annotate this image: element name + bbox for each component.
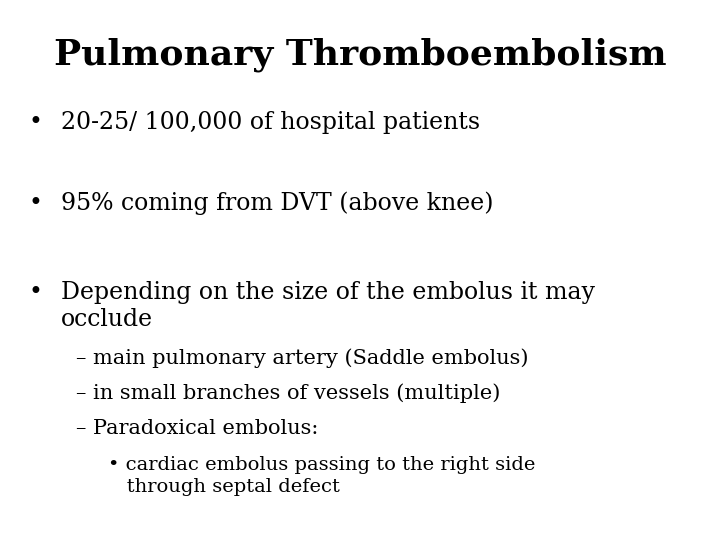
Text: Depending on the size of the embolus it may
occlude: Depending on the size of the embolus it … [61,281,595,332]
Text: •: • [29,281,42,304]
Text: – Paradoxical embolus:: – Paradoxical embolus: [76,418,318,437]
Text: 20-25/ 100,000 of hospital patients: 20-25/ 100,000 of hospital patients [61,111,480,134]
Text: – in small branches of vessels (multiple): – in small branches of vessels (multiple… [76,383,500,403]
Text: 95% coming from DVT (above knee): 95% coming from DVT (above knee) [61,192,494,215]
Text: – main pulmonary artery (Saddle embolus): – main pulmonary artery (Saddle embolus) [76,348,528,368]
Text: •: • [29,111,42,134]
Text: •: • [29,192,42,215]
Text: • cardiac embolus passing to the right side
   through septal defect: • cardiac embolus passing to the right s… [108,456,536,496]
Text: Pulmonary Thromboembolism: Pulmonary Thromboembolism [54,38,667,72]
